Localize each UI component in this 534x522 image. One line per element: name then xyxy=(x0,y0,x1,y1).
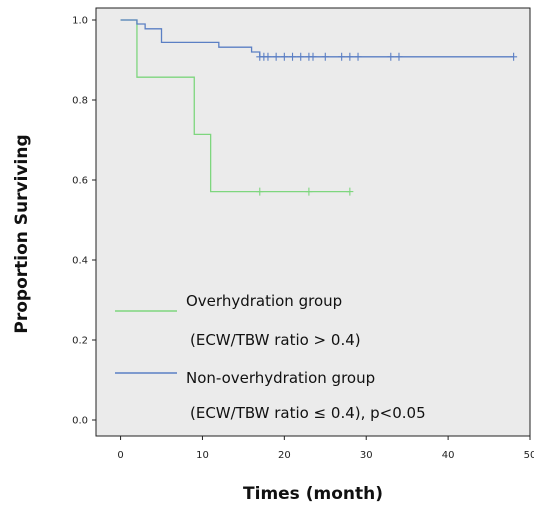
censor-mark-non-overhydration-group xyxy=(280,52,288,61)
series-line-non-overhydration-group xyxy=(120,19,514,58)
x-tick-label: 50 xyxy=(524,450,534,461)
x-tick-label: 20 xyxy=(278,450,291,461)
y-tick-label: 0.6 xyxy=(72,176,88,187)
y-tick-label: 0.0 xyxy=(72,416,88,427)
series-line-overhydration-group xyxy=(120,19,350,193)
censor-mark-non-overhydration-group xyxy=(309,52,317,61)
censor-mark-non-overhydration-group xyxy=(297,52,305,61)
x-tick-label: 30 xyxy=(360,450,373,461)
y-tick-label: 0.8 xyxy=(72,96,88,107)
censor-mark-non-overhydration-group xyxy=(395,52,403,61)
censor-mark-non-overhydration-group xyxy=(354,52,362,61)
legend-label-overhydration: Overhydration group xyxy=(186,292,342,310)
censor-mark-non-overhydration-group xyxy=(510,52,518,61)
legend-sublabel-non-overhydration: (ECW/TBW ratio ≤ 0.4), p<0.05 xyxy=(190,404,426,422)
y-tick-label: 0.4 xyxy=(72,256,88,267)
y-axis-title: Proportion Surviving xyxy=(12,134,32,333)
plot-area xyxy=(95,7,531,437)
censor-mark-overhydration-group xyxy=(346,187,354,196)
censor-mark-non-overhydration-group xyxy=(289,52,297,61)
x-axis-title: Times (month) xyxy=(243,484,383,504)
censor-mark-overhydration-group xyxy=(305,187,313,196)
legend-sublabel-overhydration: (ECW/TBW ratio > 0.4) xyxy=(190,331,361,349)
legend: Overhydration group (ECW/TBW ratio > 0.4… xyxy=(115,292,426,422)
legend-label-non-overhydration: Non-overhydration group xyxy=(186,369,375,387)
x-tick-label: 10 xyxy=(196,450,209,461)
x-tick-label: 40 xyxy=(442,450,455,461)
censor-mark-non-overhydration-group xyxy=(346,52,354,61)
censor-mark-non-overhydration-group xyxy=(272,52,280,61)
x-axis: 0 10 20 30 40 50 xyxy=(117,436,534,461)
survival-curves xyxy=(120,19,518,196)
y-tick-label: 0.2 xyxy=(72,336,88,347)
y-tick-label: 1.0 xyxy=(72,16,88,27)
censor-mark-overhydration-group xyxy=(256,187,264,196)
x-tick-label: 0 xyxy=(117,450,123,461)
censor-mark-non-overhydration-group xyxy=(264,52,272,61)
censor-mark-non-overhydration-group xyxy=(321,52,329,61)
censor-mark-non-overhydration-group xyxy=(338,52,346,61)
censor-mark-non-overhydration-group xyxy=(387,52,395,61)
y-axis: 0.0 0.2 0.4 0.6 0.8 1.0 xyxy=(72,16,96,427)
